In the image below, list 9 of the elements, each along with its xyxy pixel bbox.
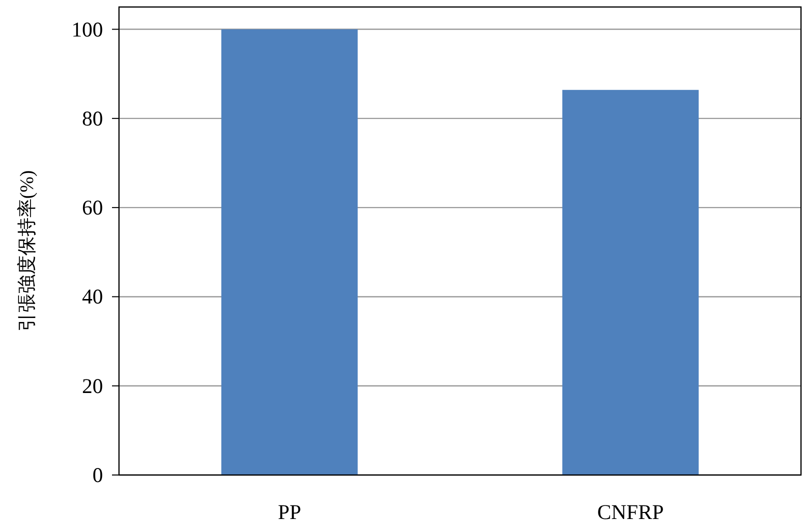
y-tick-label: 80: [82, 106, 103, 130]
y-axis-title: 引張強度保持率(%): [16, 170, 38, 332]
y-tick-label: 0: [92, 463, 103, 487]
y-tick-label: 20: [82, 374, 103, 398]
y-tick-label: 40: [82, 284, 103, 309]
x-tick-label: CNFRP: [597, 500, 664, 524]
y-tick-label: 100: [72, 17, 103, 42]
y-tick-label: 60: [82, 196, 103, 220]
x-tick-label: PP: [278, 500, 302, 524]
